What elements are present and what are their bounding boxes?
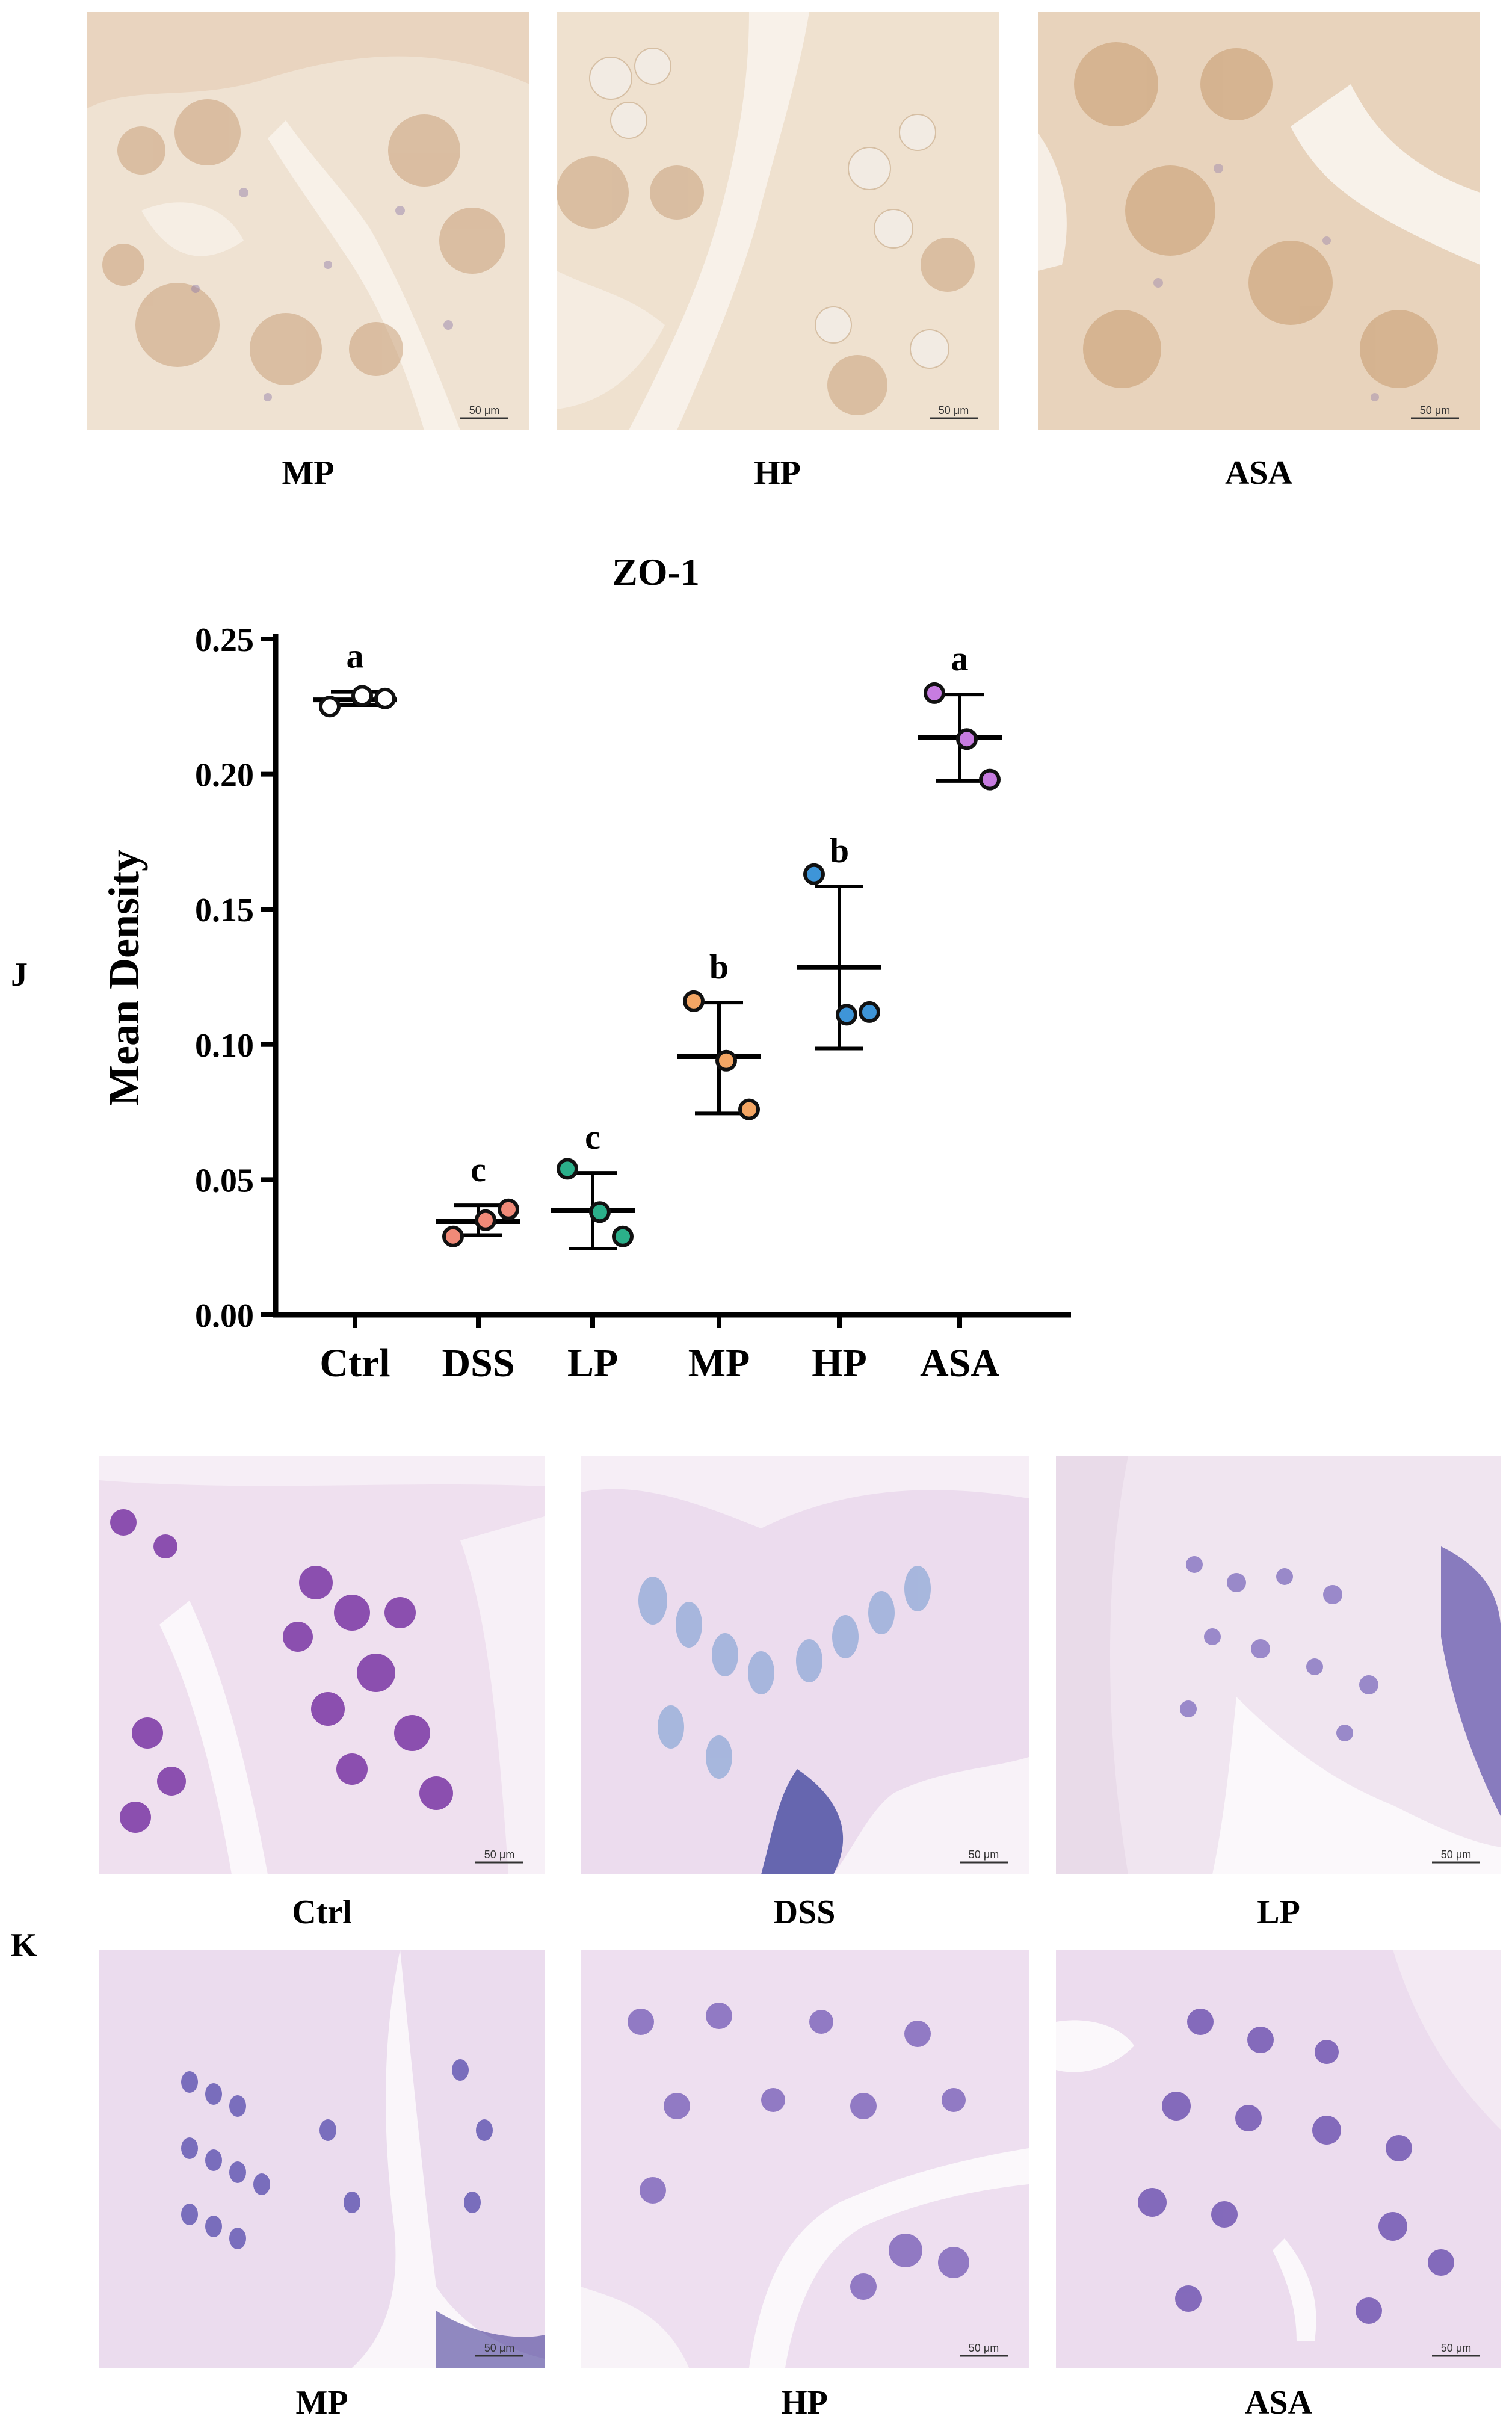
data-point [803,863,825,885]
data-point [498,1198,519,1220]
significance-letter: a [347,637,364,676]
y-axis-label: Mean Density [100,850,148,1106]
ihc-caption-asa: ASA [1224,454,1293,492]
data-point [924,682,945,704]
scale-bar-label: 50 μm [1441,2342,1471,2354]
ihc-micrograph-mp: 50 μm [87,12,529,430]
panel-letter-k: K [11,1927,37,1964]
significance-letter: a [951,639,969,678]
significance-letter: c [471,1150,486,1189]
data-point [956,728,978,750]
pas-micrograph-dss: 50 μm [581,1456,1029,1874]
data-point [683,990,705,1012]
scale-bar-label: 50 μm [484,2342,514,2354]
ihc-micrograph-hp: 50 μm [557,12,999,430]
pas-caption-mp: MP [295,2384,348,2421]
scale-bar-label: 50 μm [1441,1849,1471,1861]
pas-caption-lp: LP [1257,1894,1300,1931]
data-point [557,1158,578,1180]
y-tick-label: 0.25 [195,622,254,659]
data-point [319,696,341,718]
y-tick-label: 0.10 [195,1027,254,1064]
pas-micrograph-mp: 50 μm [99,1950,545,2368]
x-tick-label: LP [567,1341,618,1385]
pas-micrograph-hp: 50 μm [581,1950,1029,2368]
ihc-caption-mp: MP [282,454,335,492]
significance-letter: b [709,947,729,986]
zo1-mean-density-chart: ZO-1 Mean Density 0.00 0.05 0.10 0.15 0.20 0.… [100,551,1071,1385]
significance-letter: c [585,1117,600,1157]
x-tick-label: Ctrl [319,1341,390,1385]
panel-letter-j: J [11,956,28,993]
pas-caption-dss: DSS [773,1894,836,1931]
data-point [351,685,373,707]
pas-micrograph-lp: 50 μm [1056,1456,1501,1874]
data-point [475,1209,496,1231]
significance-letter: b [830,831,849,870]
scale-bar-label: 50 μm [469,404,499,416]
x-tick-label: HP [812,1341,867,1385]
scale-bar-label: 50 μm [969,2342,999,2354]
y-tick-label: 0.15 [195,892,254,929]
data-point [715,1049,737,1072]
data-point [442,1225,464,1247]
y-tick-label: 0.05 [195,1162,254,1199]
pas-micrograph-asa: 50 μm [1056,1950,1501,2368]
data-point [859,1001,880,1023]
ihc-micrograph-asa: 50 μm [1038,12,1480,430]
ihc-caption-hp: HP [754,454,801,492]
data-point [374,687,396,709]
pas-caption-ctrl: Ctrl [292,1894,352,1931]
scale-bar-label: 50 μm [939,404,969,416]
scale-bar-label: 50 μm [484,1849,514,1861]
x-tick-label: ASA [920,1341,999,1385]
scale-bar-label: 50 μm [1420,404,1450,416]
data-point [836,1004,857,1026]
scale-bar-label: 50 μm [969,1849,999,1861]
data-point [738,1098,760,1120]
x-tick-label: MP [688,1341,750,1385]
data-point [612,1225,634,1247]
y-tick-label: 0.00 [195,1297,254,1335]
chart-title: ZO-1 [612,551,700,593]
pas-caption-asa: ASA [1244,2384,1313,2421]
y-tick-label: 0.20 [195,757,254,794]
pas-caption-hp: HP [781,2384,828,2421]
pas-micrograph-ctrl: 50 μm [99,1456,545,1874]
data-point [979,768,1001,791]
data-point [589,1201,611,1223]
x-tick-label: DSS [442,1341,514,1385]
